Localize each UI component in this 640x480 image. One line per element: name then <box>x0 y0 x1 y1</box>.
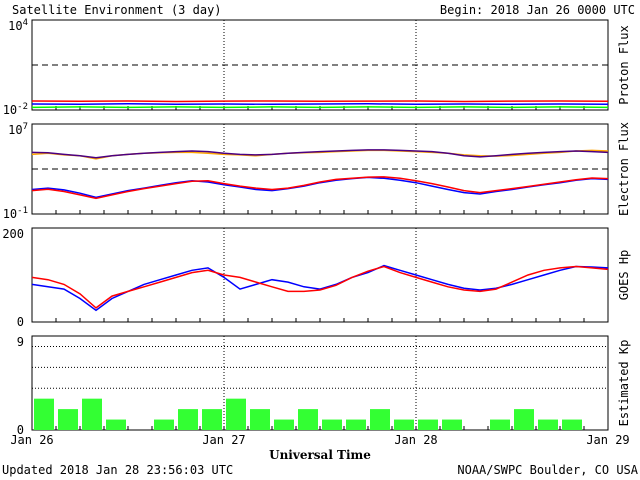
y-axis-label: Proton Flux <box>617 25 631 104</box>
blue-series-line <box>31 103 609 106</box>
y-tick-label-bottom: 0 <box>17 315 24 329</box>
kp-bar <box>562 419 582 430</box>
kp-panel: 9 0 Estimated Kp <box>17 335 631 437</box>
purple-series-line <box>31 149 609 159</box>
kp-bar <box>106 419 126 430</box>
kp-bar <box>442 419 462 430</box>
y-tick-label-top: 9 <box>17 335 24 349</box>
kp-bar <box>538 419 558 430</box>
y-axis-label: Electron Flux <box>617 122 631 216</box>
tick-base: 10 <box>3 103 17 117</box>
tick-base: 10 <box>3 207 17 221</box>
chart-title: Satellite Environment (3 day) <box>12 3 222 17</box>
tick-exponent: 7 <box>23 122 28 132</box>
kp-bar <box>346 419 366 430</box>
kp-bar <box>418 419 438 430</box>
red-series-line <box>31 100 609 103</box>
kp-bar <box>82 398 102 430</box>
panel-frame <box>31 227 609 323</box>
x-tick-label: Jan 27 <box>202 433 245 447</box>
x-axis: Jan 26 Jan 27 Jan 28 Jan 29 Universal Time <box>10 433 629 462</box>
x-tick-label: Jan 29 <box>586 433 629 447</box>
y-axis-label: Estimated Kp <box>617 340 631 427</box>
tick-base: 10 <box>8 19 22 33</box>
kp-bar <box>298 409 318 430</box>
y-tick-label-top: 107 <box>8 122 28 137</box>
kp-bar <box>394 419 414 430</box>
kp-bar <box>202 409 222 430</box>
red-series-line <box>31 265 609 309</box>
y-tick-label-bottom: 0 <box>17 423 24 437</box>
x-axis-title: Universal Time <box>269 448 371 462</box>
x-tick-label: Jan 28 <box>394 433 437 447</box>
goes-hp-panel: 200 0 GOES Hp <box>2 227 631 329</box>
kp-bar <box>250 409 270 430</box>
updated-time: Updated 2018 Jan 28 23:56:03 UTC <box>2 463 233 477</box>
tick-exponent: -1 <box>17 206 28 216</box>
green-series-line <box>31 106 609 109</box>
kp-bar <box>154 419 174 430</box>
kp-bar <box>34 398 54 430</box>
red-series-line <box>31 176 609 200</box>
y-tick-label-top: 200 <box>2 227 24 241</box>
y-axis-label: GOES Hp <box>617 250 631 301</box>
kp-bar <box>514 409 534 430</box>
tick-exponent: 4 <box>23 18 28 28</box>
tick-exponent: -2 <box>17 102 28 112</box>
kp-bar <box>274 419 294 430</box>
y-tick-label-top: 104 <box>8 18 28 33</box>
blue-series-line <box>31 264 609 312</box>
kp-bar <box>370 409 390 430</box>
kp-bar <box>58 409 78 430</box>
y-tick-label-bottom: 10-2 <box>3 102 28 117</box>
panel-frame <box>31 19 609 111</box>
tick-base: 10 <box>8 123 22 137</box>
x-tick-label: Jan 26 <box>10 433 53 447</box>
kp-bar <box>490 419 510 430</box>
kp-bar <box>226 398 246 430</box>
credit-line: NOAA/SWPC Boulder, CO USA <box>457 463 638 477</box>
begin-time: Begin: 2018 Jan 26 0000 UTC <box>440 3 635 17</box>
panel-frame <box>31 123 609 215</box>
kp-bar <box>322 419 342 430</box>
y-tick-label-bottom: 10-1 <box>3 206 28 221</box>
kp-bar <box>178 409 198 430</box>
